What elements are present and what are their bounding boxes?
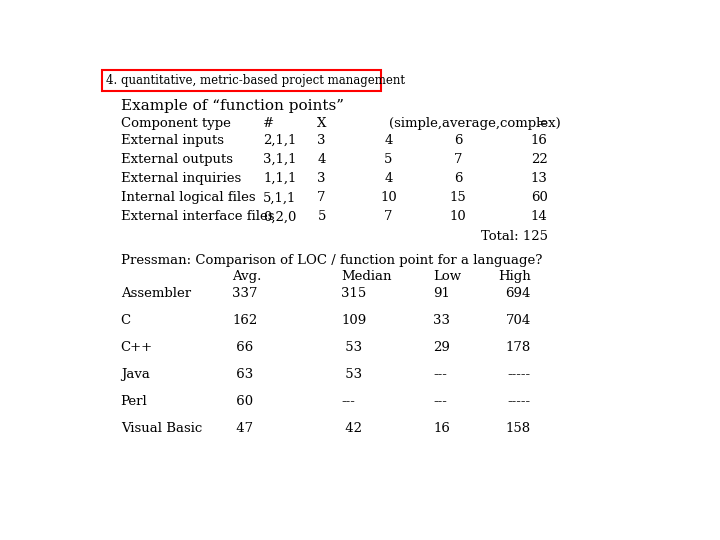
Text: 162: 162 (233, 314, 258, 327)
Text: 109: 109 (341, 314, 366, 327)
Text: 16: 16 (531, 134, 547, 147)
Text: Assembler: Assembler (121, 287, 191, 300)
Text: Low: Low (433, 271, 462, 284)
Text: 5: 5 (384, 153, 392, 166)
Text: -----: ----- (508, 395, 531, 408)
Text: Java: Java (121, 368, 150, 381)
Text: 0,2,0: 0,2,0 (263, 211, 297, 224)
Text: 6: 6 (454, 172, 462, 185)
Text: 6: 6 (454, 134, 462, 147)
Text: 91: 91 (433, 287, 450, 300)
Text: Internal logical files: Internal logical files (121, 191, 256, 204)
Text: 53: 53 (341, 341, 362, 354)
Text: C: C (121, 314, 131, 327)
Text: 53: 53 (341, 368, 362, 381)
FancyBboxPatch shape (102, 70, 382, 91)
Text: External interface files: External interface files (121, 211, 274, 224)
Text: 4: 4 (318, 153, 325, 166)
Text: ---: --- (433, 368, 447, 381)
Text: 10: 10 (380, 191, 397, 204)
Text: 2,1,1: 2,1,1 (263, 134, 297, 147)
Text: 3: 3 (318, 134, 326, 147)
Text: 60: 60 (531, 191, 547, 204)
Text: 337: 337 (233, 287, 258, 300)
Text: 704: 704 (505, 314, 531, 327)
Text: C++: C++ (121, 341, 153, 354)
Text: External outputs: External outputs (121, 153, 233, 166)
Text: 3: 3 (318, 172, 326, 185)
Text: Perl: Perl (121, 395, 148, 408)
Text: ---: --- (433, 395, 447, 408)
Text: 1,1,1: 1,1,1 (263, 172, 297, 185)
Text: External inquiries: External inquiries (121, 172, 241, 185)
Text: 7: 7 (384, 211, 393, 224)
Text: =: = (536, 117, 547, 130)
Text: 42: 42 (341, 422, 362, 435)
Text: 16: 16 (433, 422, 450, 435)
Text: (simple,average,complex): (simple,average,complex) (389, 117, 560, 130)
Text: 5,1,1: 5,1,1 (263, 191, 297, 204)
Text: 10: 10 (450, 211, 467, 224)
Text: 63: 63 (233, 368, 253, 381)
Text: 22: 22 (531, 153, 547, 166)
Text: 158: 158 (505, 422, 531, 435)
Text: 29: 29 (433, 341, 450, 354)
Text: Visual Basic: Visual Basic (121, 422, 202, 435)
Text: 15: 15 (450, 191, 467, 204)
Text: Component type: Component type (121, 117, 230, 130)
Text: High: High (498, 271, 531, 284)
Text: -----: ----- (508, 368, 531, 381)
Text: 66: 66 (233, 341, 253, 354)
Text: 14: 14 (531, 211, 547, 224)
Text: 4: 4 (384, 172, 392, 185)
Text: 3,1,1: 3,1,1 (263, 153, 297, 166)
Text: 7: 7 (318, 191, 326, 204)
Text: 4: 4 (384, 134, 392, 147)
Text: Avg.: Avg. (233, 271, 261, 284)
Text: 694: 694 (505, 287, 531, 300)
Text: External inputs: External inputs (121, 134, 224, 147)
Text: Example of “function points”: Example of “function points” (121, 99, 343, 113)
Text: 315: 315 (341, 287, 366, 300)
Text: Median: Median (341, 271, 392, 284)
Text: ---: --- (341, 395, 355, 408)
Text: X: X (317, 117, 326, 130)
Text: Total: 125: Total: 125 (480, 230, 547, 242)
Text: 33: 33 (433, 314, 450, 327)
Text: 47: 47 (233, 422, 253, 435)
Text: 178: 178 (505, 341, 531, 354)
Text: 4. quantitative, metric-based project management: 4. quantitative, metric-based project ma… (106, 73, 405, 87)
Text: 7: 7 (454, 153, 462, 166)
Text: 60: 60 (233, 395, 253, 408)
Text: #: # (263, 117, 274, 130)
Text: 5: 5 (318, 211, 325, 224)
Text: 13: 13 (531, 172, 547, 185)
Text: Pressman: Comparison of LOC / function point for a language?: Pressman: Comparison of LOC / function p… (121, 254, 542, 267)
